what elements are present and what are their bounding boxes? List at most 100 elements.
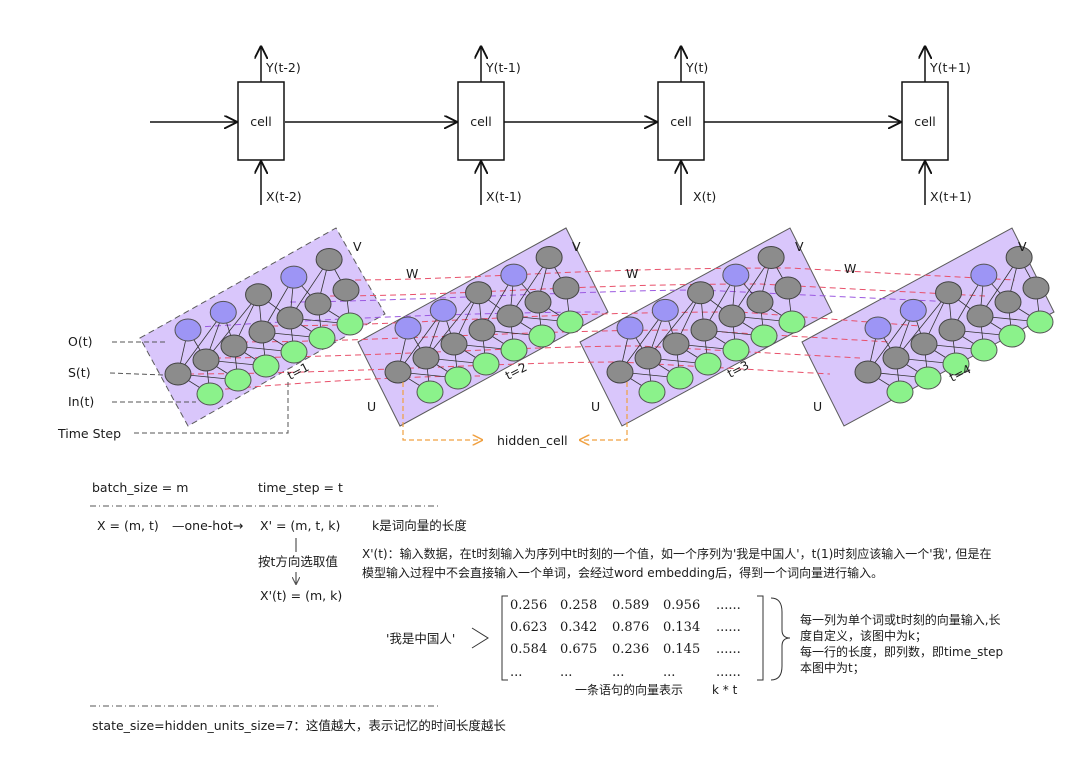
input-node (970, 338, 998, 362)
row-label-input: In(t) (68, 394, 94, 409)
weight-label-u: U (591, 399, 600, 414)
input-node (224, 368, 252, 392)
x-shape-text: X = (m, t) (97, 518, 159, 533)
state-node (412, 346, 440, 370)
weight-edge (647, 292, 701, 359)
output-node (651, 298, 679, 322)
output-node (209, 300, 237, 324)
input-node (252, 354, 280, 378)
input-node (444, 366, 472, 390)
output-node (722, 263, 750, 287)
output-node (429, 298, 457, 322)
input-node (638, 380, 666, 404)
input-node (280, 340, 308, 364)
state-node (332, 278, 360, 302)
state-node (220, 334, 248, 358)
matrix-cell: 0.258 (560, 598, 597, 613)
output-node (174, 318, 202, 342)
state-node (468, 318, 496, 342)
matrix-dims: k * t (712, 683, 738, 697)
state-node (938, 318, 966, 342)
output-node (616, 316, 644, 340)
row-label-state: S(t) (68, 365, 91, 380)
state-node (662, 332, 690, 356)
cell-label: cell (470, 114, 492, 129)
state-node (524, 290, 552, 314)
matrix-cell: ... (510, 665, 522, 680)
matrix-cell: ...... (716, 620, 741, 635)
matrix-cell: 0.584 (510, 642, 547, 657)
brace-note-1: 每一列为单个词或t时刻的向量输入,长 (800, 612, 1001, 627)
matrix-cell: ... (560, 665, 572, 680)
state-node (935, 281, 963, 305)
state-node (687, 281, 715, 305)
state-node (606, 360, 634, 384)
state-node (552, 276, 580, 300)
xt-shape-text: X'(t) = (m, k) (260, 588, 342, 603)
matrix-cell: 0.145 (663, 642, 700, 657)
weight-label-w: W (844, 261, 856, 276)
weight-edge (177, 312, 224, 375)
state-node (245, 283, 273, 307)
time-step-text: time_step = t (258, 480, 343, 495)
state-node (465, 281, 493, 305)
brace-note-2: 度自定义，该图中为k； (800, 628, 927, 643)
matrix-caption: 一条语句的向量表示 (575, 682, 683, 697)
matrix-cell: 0.589 (612, 598, 649, 613)
panel-node-group: t=4 (854, 245, 1054, 404)
batch-size-text: batch_size = m (92, 480, 188, 495)
weight-edge (205, 294, 259, 361)
matrix-cell: 0.236 (612, 642, 649, 657)
state-node (535, 245, 563, 269)
input-node (722, 338, 750, 362)
cell-label: cell (250, 114, 272, 129)
output-node (500, 263, 528, 287)
state-node (854, 360, 882, 384)
matrix-cell: 0.342 (560, 620, 597, 635)
weight-edge (397, 310, 444, 373)
state-node (910, 332, 938, 356)
state-node (496, 304, 524, 328)
matrix-cell: 0.876 (612, 620, 649, 635)
rnn-cell: cell Y(t) X(t) (657, 47, 716, 205)
select-desc-text: 按t方向选取值 (258, 554, 338, 569)
weight-edge (895, 292, 949, 359)
rnn-cell: cell Y(t-1) X(t-1) (457, 47, 522, 205)
brace-note-4: 本图中为t； (800, 660, 865, 675)
cell-input-label: X(t) (693, 189, 716, 204)
weight-label-v: V (795, 239, 804, 254)
weight-label-u: U (367, 399, 376, 414)
matrix-cell: 0.134 (663, 620, 700, 635)
state-node (304, 292, 332, 316)
state-node (315, 247, 343, 271)
weight-edge (867, 310, 914, 373)
cell-input-label: X(t-2) (266, 189, 302, 204)
cell-output-label: Y(t+1) (929, 60, 971, 75)
input-node (998, 324, 1026, 348)
state-node (440, 332, 468, 356)
weight-edge (425, 292, 479, 359)
state-node (882, 346, 910, 370)
panel-backgrounds (139, 227, 1055, 427)
state-node (757, 245, 785, 269)
input-node (336, 312, 364, 336)
rnn-chain: cell Y(t-2) X(t-2) cell Y(t-1) X(t-1) ce… (150, 47, 972, 205)
brace-icon (770, 597, 791, 681)
output-node (864, 316, 892, 340)
input-node (308, 326, 336, 350)
state-node (994, 290, 1022, 314)
output-node (280, 265, 308, 289)
panel-node-group: t=2 (384, 245, 584, 404)
weight-label-v: V (353, 239, 362, 254)
input-node (886, 380, 914, 404)
input-node (500, 338, 528, 362)
weight-label-w: W (626, 266, 638, 281)
panel-node-group: t=1 (164, 247, 364, 406)
one-hot-arrow-text: —one-hot→ (172, 518, 243, 533)
state-node (746, 290, 774, 314)
state-node (276, 306, 304, 330)
cell-output-label: Y(t-2) (265, 60, 301, 75)
state-node (1005, 245, 1033, 269)
brace-note-3: 每一行的长度，即列数，即time_step (800, 644, 1003, 659)
